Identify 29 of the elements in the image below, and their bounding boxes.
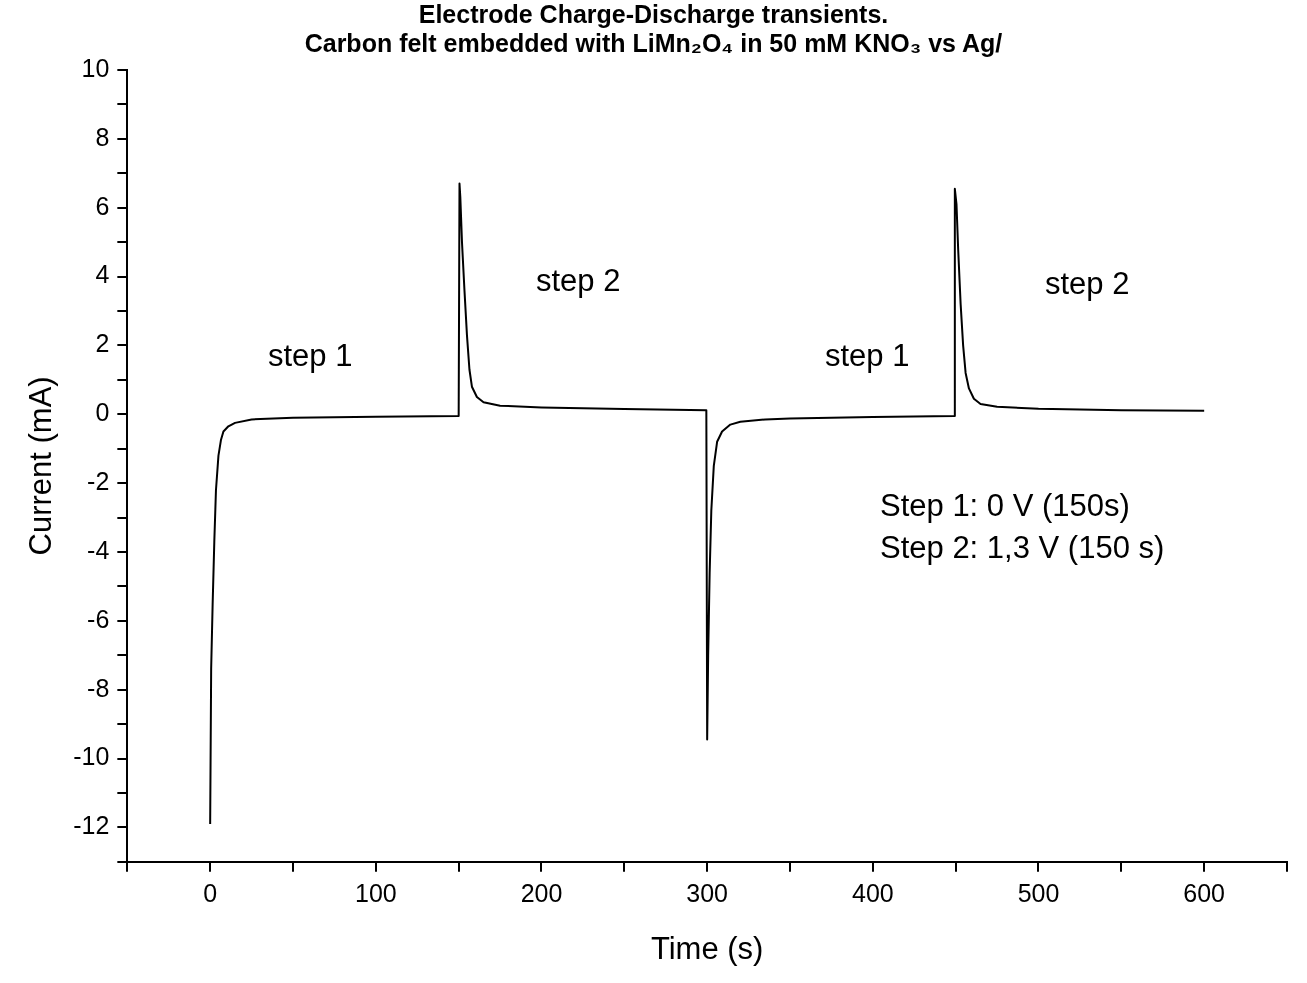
y-tick-label: 10	[81, 53, 110, 82]
y-tick-label: 6	[95, 191, 110, 220]
annotation: step 1	[268, 338, 353, 374]
chart-subtitle: Carbon felt embedded with LiMn₂O₄ in 50 mM KNO₃ vs Ag/	[304, 29, 1003, 57]
x-tick-label: 600	[1183, 878, 1226, 907]
y-tick-label: 0	[95, 398, 110, 427]
annotation: step 2	[536, 263, 621, 299]
y-axis-title: Current (mA)	[23, 376, 59, 556]
x-tick-label: 400	[851, 878, 894, 907]
annotation: step 2	[1045, 266, 1130, 302]
y-tick-label: 4	[95, 260, 110, 289]
x-tick-label: 500	[1017, 878, 1060, 907]
x-tick-label: 0	[203, 878, 218, 907]
y-tick-label: 2	[95, 329, 110, 358]
y-tick-label: -2	[87, 467, 110, 495]
x-axis-title: Time (s)	[650, 930, 764, 966]
y-tick-label: -10	[73, 742, 110, 771]
chart-title: Electrode Charge-Discharge transients.	[417, 0, 890, 29]
x-tick-label: 300	[686, 878, 729, 907]
annotation: Step 2: 1,3 V (150 s)	[880, 529, 1165, 567]
x-tick-label: 100	[354, 878, 397, 907]
x-tick-label: 200	[520, 878, 563, 907]
y-tick-label: 8	[95, 122, 110, 151]
y-tick-label: -4	[87, 535, 110, 564]
annotation: Step 1: 0 V (150s)	[880, 487, 1131, 525]
y-tick-label: -6	[87, 604, 110, 633]
y-tick-label: -12	[73, 811, 110, 840]
annotation: step 1	[825, 338, 910, 374]
y-tick-label: -8	[87, 673, 110, 702]
